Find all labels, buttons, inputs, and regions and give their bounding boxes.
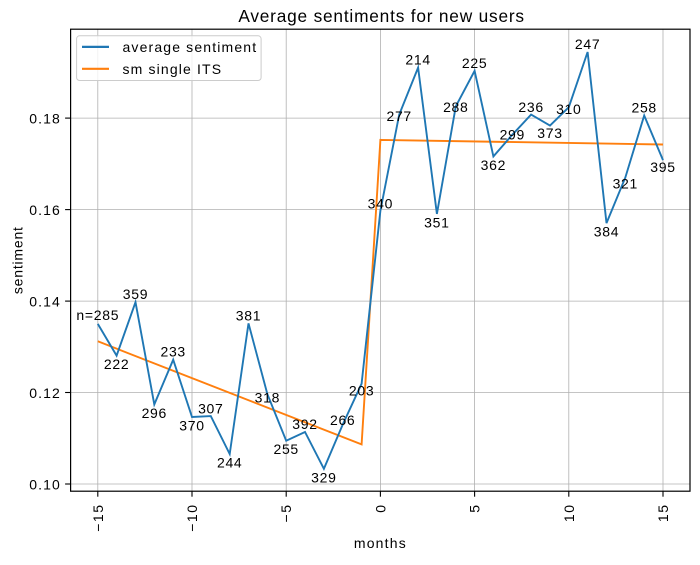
- svg-text:0.18: 0.18: [29, 111, 61, 127]
- svg-text:384: 384: [594, 224, 619, 240]
- svg-text:351: 351: [424, 214, 449, 230]
- svg-text:0.10: 0.10: [29, 477, 61, 493]
- svg-text:318: 318: [255, 390, 280, 406]
- svg-text:sentiment: sentiment: [10, 226, 26, 294]
- svg-text:Average sentiments for new use: Average sentiments for new users: [238, 6, 525, 26]
- svg-text:months: months: [354, 535, 407, 551]
- svg-text:233: 233: [160, 344, 185, 360]
- svg-text:average sentiment: average sentiment: [123, 39, 258, 55]
- svg-text:225: 225: [462, 55, 487, 71]
- svg-text:266: 266: [330, 412, 355, 428]
- svg-text:203: 203: [349, 382, 374, 398]
- svg-text:373: 373: [537, 125, 562, 141]
- svg-text:214: 214: [405, 52, 430, 68]
- svg-text:370: 370: [179, 418, 204, 434]
- svg-text:381: 381: [236, 307, 261, 323]
- svg-text:296: 296: [142, 405, 167, 421]
- svg-text:0: 0: [372, 504, 388, 513]
- svg-text:392: 392: [292, 416, 317, 432]
- svg-text:0.16: 0.16: [29, 202, 61, 218]
- svg-text:321: 321: [613, 175, 638, 191]
- svg-text:−5: −5: [278, 504, 294, 523]
- svg-text:310: 310: [556, 101, 581, 117]
- svg-text:n=285: n=285: [76, 307, 119, 323]
- svg-text:395: 395: [650, 159, 675, 175]
- svg-text:255: 255: [273, 441, 298, 457]
- svg-text:258: 258: [631, 100, 656, 116]
- svg-text:247: 247: [575, 36, 600, 52]
- svg-text:307: 307: [198, 401, 223, 417]
- svg-text:288: 288: [443, 99, 468, 115]
- svg-text:340: 340: [368, 196, 393, 212]
- svg-text:−15: −15: [90, 504, 106, 532]
- svg-text:10: 10: [561, 504, 577, 523]
- svg-text:362: 362: [481, 157, 506, 173]
- svg-text:15: 15: [655, 504, 671, 523]
- svg-text:277: 277: [386, 108, 411, 124]
- svg-text:329: 329: [311, 469, 336, 485]
- svg-text:244: 244: [217, 455, 242, 471]
- svg-text:0.12: 0.12: [29, 385, 61, 401]
- svg-text:0.14: 0.14: [29, 294, 61, 310]
- svg-text:sm single ITS: sm single ITS: [123, 61, 223, 77]
- svg-text:222: 222: [104, 356, 129, 372]
- svg-text:236: 236: [518, 99, 543, 115]
- svg-text:359: 359: [123, 286, 148, 302]
- svg-text:299: 299: [500, 126, 525, 142]
- svg-text:−10: −10: [184, 504, 200, 532]
- svg-text:5: 5: [467, 504, 483, 513]
